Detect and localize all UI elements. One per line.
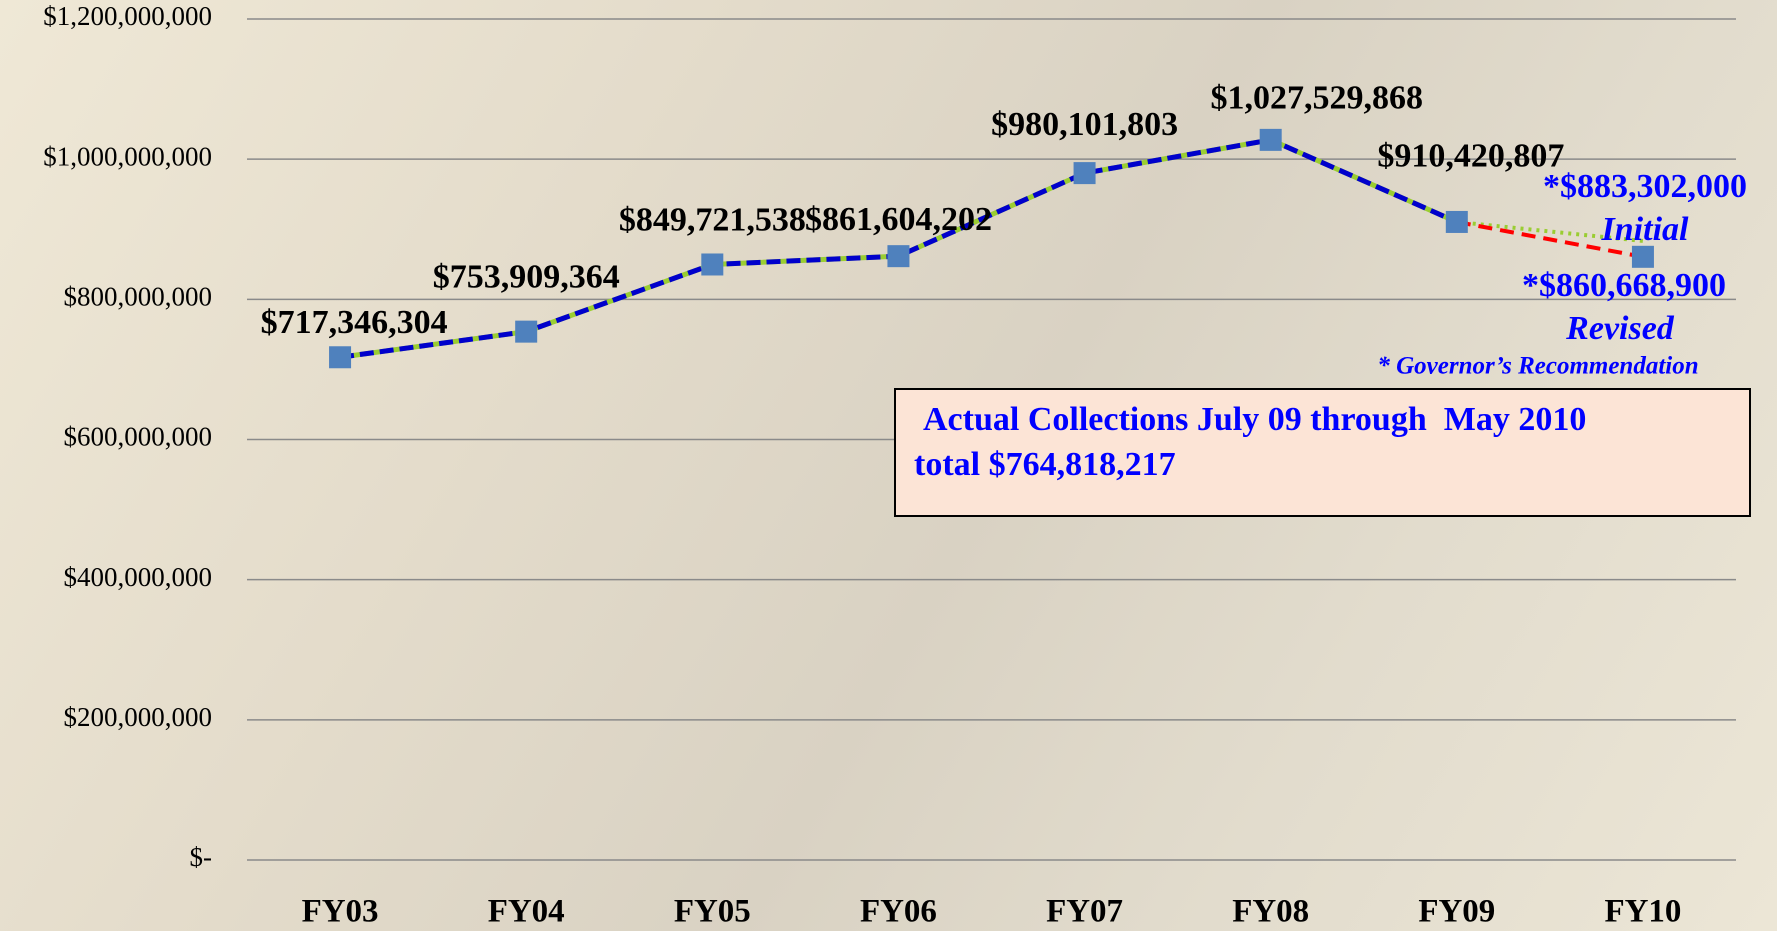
value-label: *$883,302,000 (1543, 168, 1747, 205)
y-tick-label: $400,000,000 (64, 562, 213, 592)
x-tick-label: FY09 (1418, 894, 1495, 930)
y-tick-label: $1,200,000,000 (43, 1, 212, 31)
marker (701, 253, 724, 276)
marker (1631, 245, 1654, 268)
y-tick-label: $200,000,000 (64, 702, 213, 732)
marker (1259, 128, 1282, 151)
value-label: $910,420,807 (1377, 138, 1564, 175)
annotation: Revised (1565, 310, 1675, 347)
y-tick-label: $800,000,000 (64, 282, 213, 312)
value-label: $1,027,529,868 (1210, 80, 1423, 117)
value-label: $980,101,803 (991, 106, 1178, 143)
marker (1445, 210, 1468, 233)
annotation: Initial (1601, 211, 1689, 248)
y-tick-label: $600,000,000 (64, 422, 213, 452)
x-tick-label: FY06 (860, 894, 937, 930)
x-tick-label: FY05 (674, 894, 751, 930)
value-label: $717,346,304 (261, 304, 448, 341)
x-tick-label: FY08 (1232, 894, 1309, 930)
value-label: *$860,668,900 (1522, 267, 1726, 304)
info-box (894, 388, 1751, 517)
info-text: Actual Collections July 09 through May 2… (923, 401, 1586, 438)
marker (887, 245, 910, 268)
marker (1073, 162, 1096, 185)
x-tick-label: FY03 (302, 894, 379, 930)
y-tick-label: $- (190, 842, 213, 872)
value-label: $861,604,202 (805, 201, 992, 238)
info-text: total $764,818,217 (914, 446, 1176, 483)
value-label: $849,721,538 (619, 201, 806, 238)
marker (515, 320, 538, 343)
x-tick-label: FY07 (1046, 894, 1123, 930)
value-label: $753,909,364 (433, 258, 620, 295)
x-tick-label: FY10 (1604, 894, 1681, 930)
y-tick-label: $1,000,000,000 (43, 141, 212, 171)
marker (329, 346, 352, 369)
x-tick-label: FY04 (488, 894, 565, 930)
series-line (1456, 219, 1644, 259)
footnote: * Governor’s Recommendation (1377, 353, 1698, 380)
